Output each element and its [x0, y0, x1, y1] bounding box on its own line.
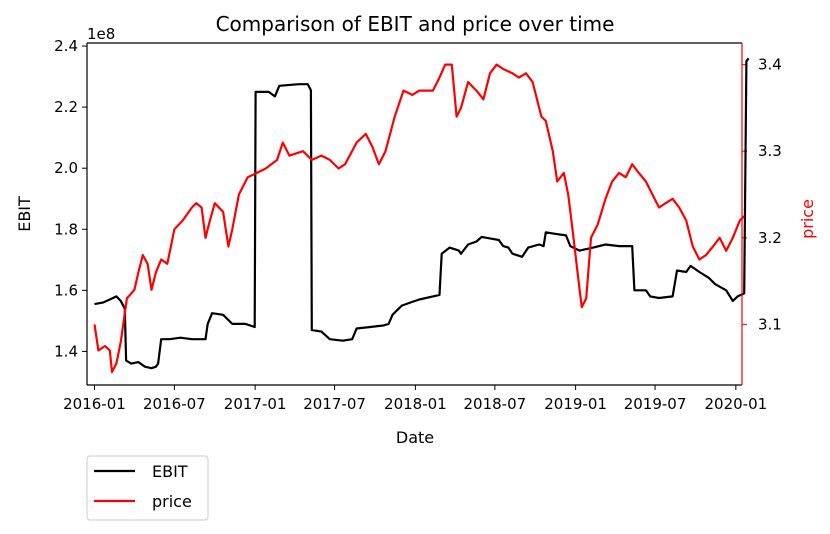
series-layer — [93, 57, 750, 374]
x-tick-label: 2018-07 — [463, 395, 526, 413]
left-y-tick-label: 2.0 — [54, 159, 78, 177]
left-y-tick-label: 1.8 — [54, 220, 78, 238]
right-y-tick-label: 3.1 — [758, 315, 782, 333]
x-tick-label: 2017-01 — [224, 395, 287, 413]
legend-label-price: price — [152, 492, 192, 511]
x-tick-label: 2020-01 — [705, 395, 768, 413]
x-tick-label: 2018-01 — [384, 395, 447, 413]
series-line-ebit — [94, 57, 750, 370]
left-axis-offset-text: 1e8 — [87, 25, 115, 43]
left-y-tick-label: 2.2 — [54, 98, 78, 116]
x-tick-label: 2016-01 — [63, 395, 126, 413]
legend-label-ebit: EBIT — [152, 462, 188, 481]
left-y-tick-label: 2.4 — [54, 37, 78, 55]
x-tick-label: 2017-07 — [303, 395, 366, 413]
chart-title: Comparison of EBIT and price over time — [216, 12, 615, 36]
left-y-tick-label: 1.6 — [54, 281, 78, 299]
x-tick-label: 2019-01 — [544, 395, 607, 413]
left-y-tick-label: 1.4 — [54, 342, 78, 360]
x-tick-label: 2019-07 — [624, 395, 687, 413]
left-axis-label: EBIT — [15, 196, 34, 232]
right-axis-label: price — [798, 199, 817, 239]
right-y-tick-label: 3.3 — [758, 142, 782, 160]
right-y-tick-label: 3.4 — [758, 56, 782, 74]
x-axis-label: Date — [396, 428, 434, 447]
axis-ticks: 2016-01 2016-07 2017-01 2017-07 2018-01 2018-… — [54, 37, 782, 413]
right-y-tick-label: 3.2 — [758, 229, 782, 247]
x-tick-label: 2016-07 — [143, 395, 206, 413]
legend: EBIT price — [86, 455, 209, 521]
series-line-price — [93, 63, 745, 374]
